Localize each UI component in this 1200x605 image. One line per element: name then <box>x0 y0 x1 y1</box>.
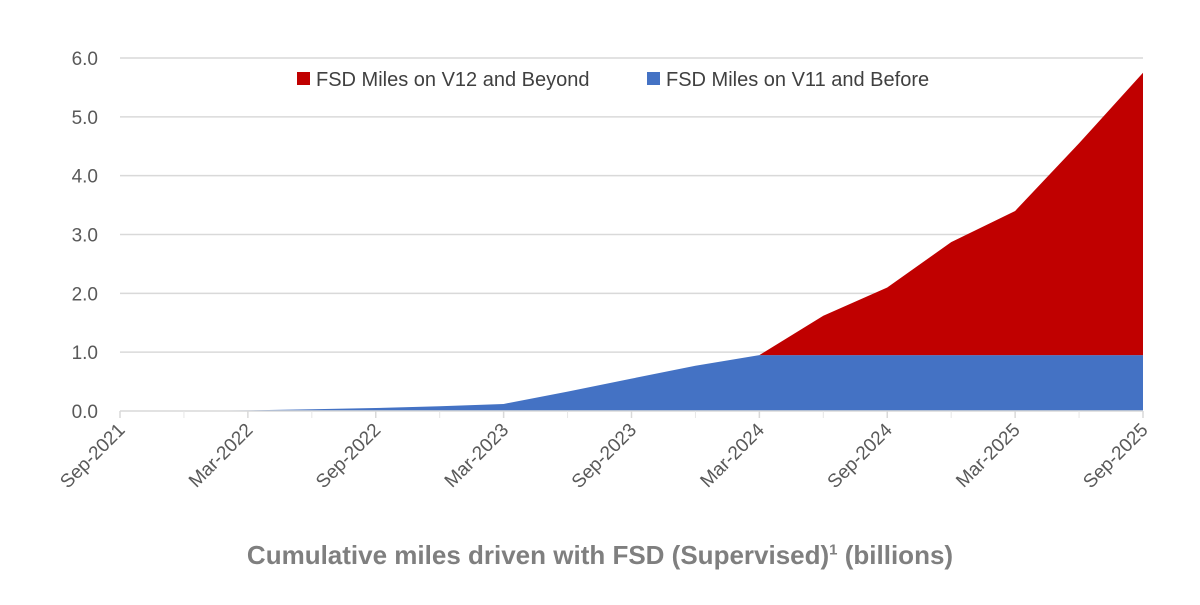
legend-swatch <box>297 72 310 85</box>
area-series-0 <box>120 355 1143 411</box>
y-tick-label: 5.0 <box>72 108 98 129</box>
y-tick-label: 1.0 <box>72 343 98 364</box>
x-tick-label: Mar-2023 <box>441 420 513 492</box>
area-series-1 <box>120 72 1143 411</box>
chart-title: Cumulative miles driven with FSD (Superv… <box>0 540 1200 571</box>
legend-swatch <box>647 72 660 85</box>
x-tick-label: Mar-2022 <box>185 420 257 492</box>
x-tick-label: Sep-2025 <box>1079 420 1152 493</box>
y-tick-label: 2.0 <box>72 284 98 305</box>
stacked-area-chart: 0.0 1.0 2.0 3.0 4.0 5.0 6.0 Sep-2021 Mar-2022 Sep… <box>56 49 1152 493</box>
x-tick-label: Mar-2025 <box>952 420 1024 492</box>
y-tick-label: 3.0 <box>72 226 98 247</box>
x-tick-label: Sep-2024 <box>824 419 897 492</box>
x-tick-label: Sep-2023 <box>568 420 641 493</box>
y-tick-label: 0.0 <box>72 402 98 423</box>
x-tick-label: Sep-2021 <box>56 420 129 493</box>
area-series <box>120 72 1143 411</box>
legend-label: FSD Miles on V12 and Beyond <box>316 69 590 91</box>
x-tick-label: Sep-2022 <box>312 420 385 493</box>
legend: FSD Miles on V12 and Beyond FSD Miles on … <box>297 69 929 91</box>
x-tick-label: Mar-2024 <box>697 419 770 492</box>
y-tick-label: 6.0 <box>72 49 98 70</box>
chart-title-unit: (billions) <box>844 540 954 570</box>
legend-label: FSD Miles on V11 and Before <box>666 69 929 91</box>
chart-title-text: Cumulative miles driven with FSD (Superv… <box>246 540 830 570</box>
footnote-marker: 1 <box>829 541 838 559</box>
y-tick-label: 4.0 <box>72 167 98 188</box>
